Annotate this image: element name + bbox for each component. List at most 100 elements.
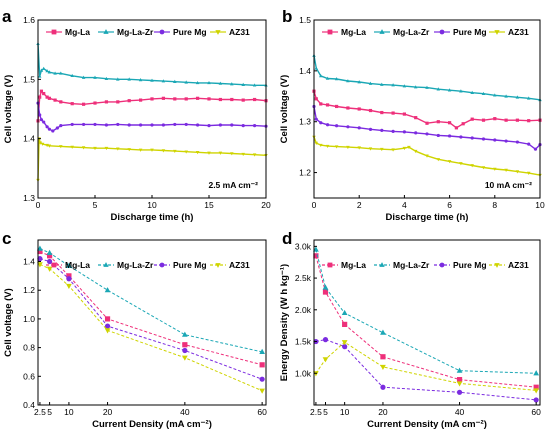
data-point [46,258,53,265]
data-point [391,83,395,87]
data-point [425,132,429,136]
data-point [181,331,188,337]
panel-label: a [2,7,12,26]
x-tick-label: 5 [47,407,52,417]
data-point [93,122,97,127]
data-point [127,148,131,152]
y-tick-label: 1.0k [295,368,312,378]
series-line-pure-mg [37,103,267,132]
data-point [230,123,234,127]
data-point [150,148,154,152]
panel-d: d 2.5 5 10 20 40 60 1.0k 1.5k 2.0k 2.5k 3.0k Current… [279,229,541,430]
series-line-az31 [315,341,537,391]
plot-frame [37,19,267,199]
data-point [253,124,257,128]
x-tick-label: 0 [312,200,317,210]
data-point [218,81,223,85]
data-point [391,129,395,133]
data-point [38,113,42,117]
data-point [436,87,441,91]
data-point [127,123,131,127]
data-point [104,287,111,293]
data-point [150,78,154,82]
data-point [218,97,222,102]
data-point [150,97,154,101]
y-axis-label: Energy Density (W h kg⁻¹) [279,264,290,381]
legend-label: Pure Mg [173,27,207,37]
data-point [230,97,234,102]
data-point [195,80,200,85]
data-point [37,248,43,255]
data-point [207,80,211,85]
data-point [319,102,323,106]
data-point [325,103,330,107]
data-point [425,121,429,125]
data-point [173,149,177,154]
data-point [70,122,74,127]
legend-label: AZ31 [229,260,250,270]
data-point [104,316,111,322]
y-tick-label: 1.6 [23,15,35,25]
x-tick-label: 20 [103,407,113,417]
legend-label: AZ31 [508,260,529,270]
data-point [207,124,211,128]
data-point [448,121,452,125]
data-point [322,289,329,295]
data-point [504,94,508,98]
data-point [184,122,188,127]
data-point [380,354,386,360]
data-point [368,81,373,85]
x-tick-label: 15 [204,200,214,210]
data-point [184,97,188,101]
data-point [533,370,540,376]
data-point [59,71,63,75]
y-axis-label: Cell voltage (V) [3,288,14,357]
x-axis-label: Discharge time (h) [111,212,194,223]
current-density-annotation: 10 mA cm⁻² [485,180,532,190]
legend-marker [103,29,109,34]
series-line-az31 [39,263,263,392]
plot-frame [313,239,541,406]
data-point [37,74,42,78]
legend-label: AZ31 [508,27,529,37]
y-tick-label: 1.4 [299,66,311,76]
data-point [481,137,486,141]
data-point [407,145,411,150]
current-density-annotation: 2.5 mA cm⁻² [208,180,258,190]
legend-label: Pure Mg [453,27,487,37]
data-point [161,123,165,127]
data-point [319,74,323,78]
data-point [39,89,44,93]
data-point [461,122,465,126]
legend-marker [215,263,221,268]
data-point [45,69,49,73]
data-point [37,262,43,268]
data-point [241,82,245,86]
data-point [314,66,319,70]
series-line-mg-la [315,255,537,388]
y-tick-label: 1.4 [23,134,35,144]
data-point [380,110,384,115]
data-point [346,106,350,110]
x-tick-label: 5 [323,407,328,417]
series-line-mg-la [37,89,267,121]
data-point [104,328,111,334]
y-tick-label: 1.0 [23,314,35,324]
x-axis-label: Current Density (mA cm⁻²) [367,419,487,430]
y-tick-label: 0.8 [23,343,35,353]
data-point [413,85,418,89]
data-point [436,120,440,124]
data-point [116,147,120,151]
y-tick-label: 1.5k [295,337,312,347]
data-point [37,256,43,262]
data-point [82,102,86,106]
data-point [196,123,200,127]
panel-label: d [282,229,292,248]
data-point [218,151,223,155]
x-tick-label: 20 [378,407,388,417]
data-point [66,262,72,268]
data-point [470,117,474,121]
data-point [46,266,53,272]
data-point [207,151,211,155]
data-point [526,96,531,100]
